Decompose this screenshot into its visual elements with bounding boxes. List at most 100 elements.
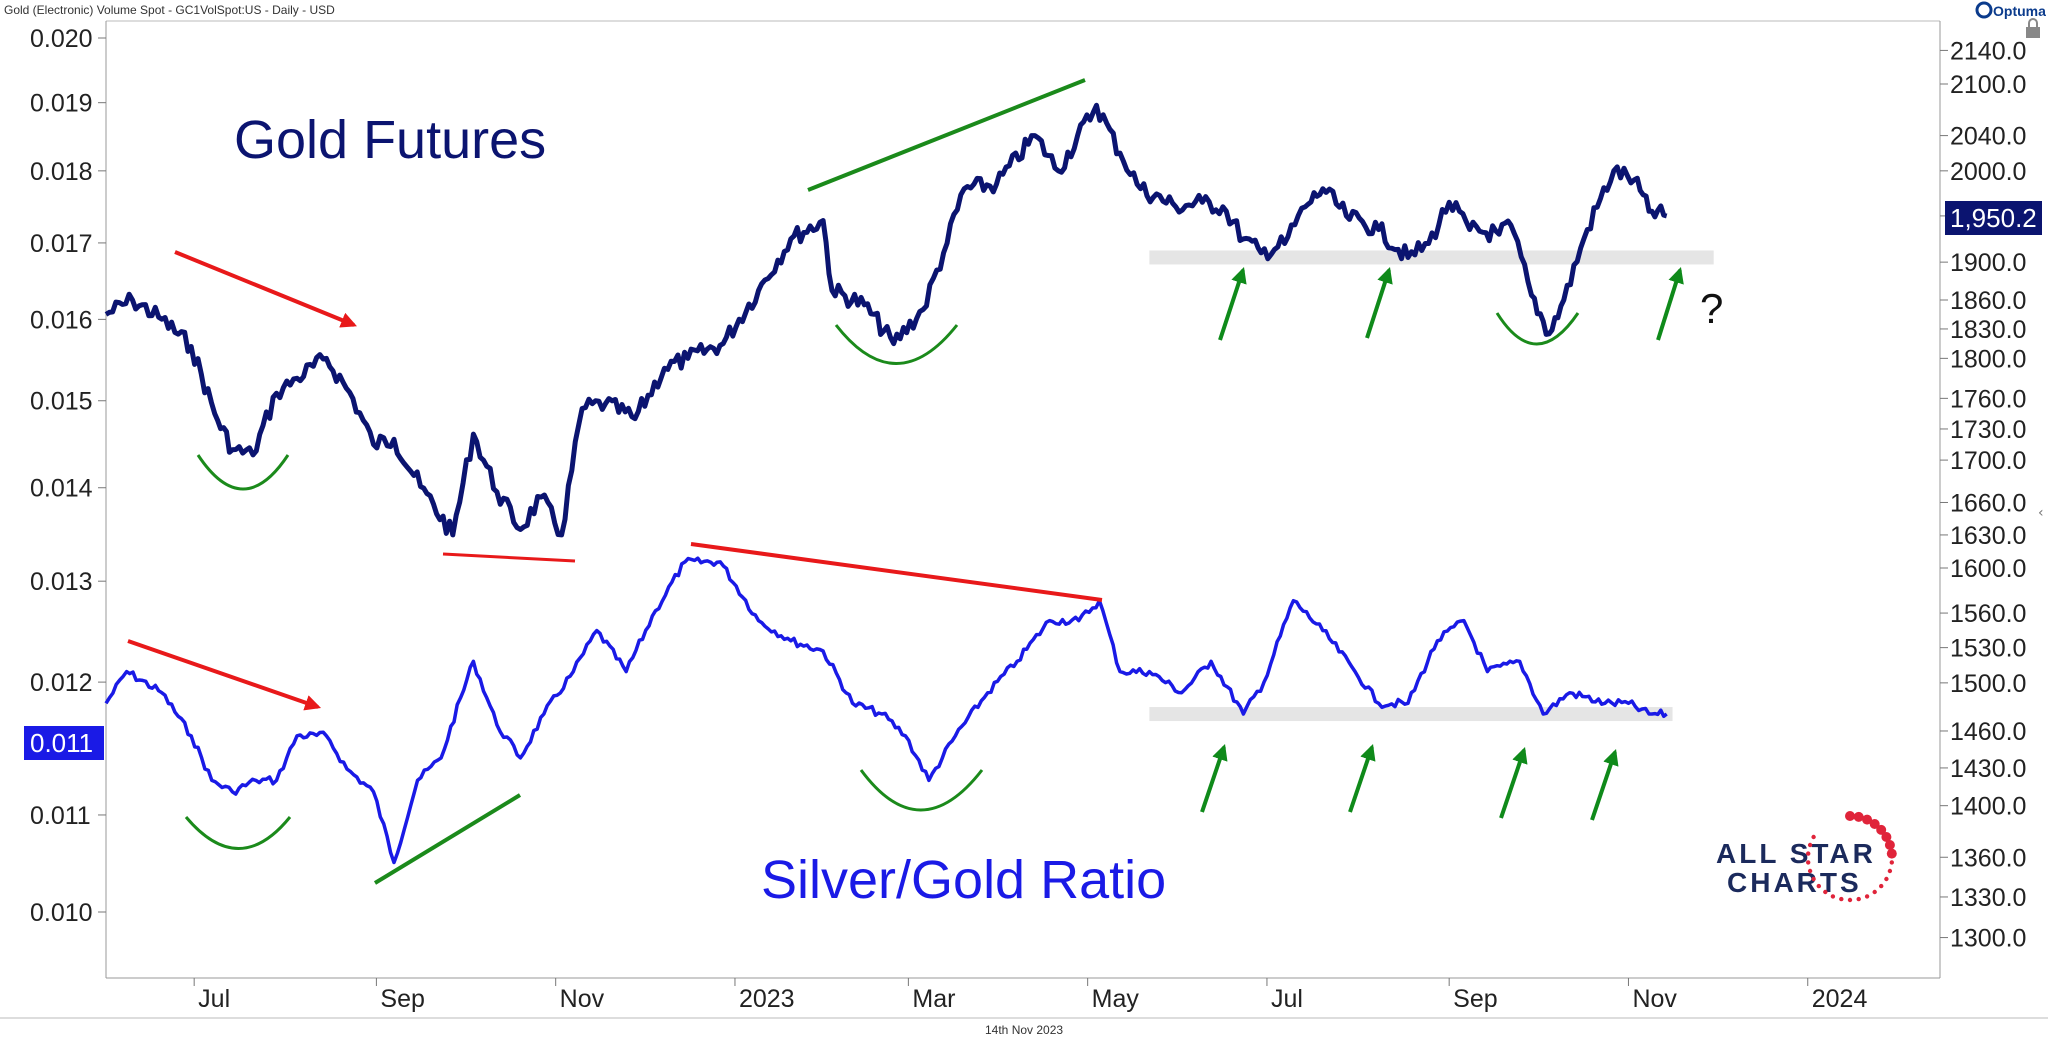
- left-axis-tick-label: 0.016: [30, 306, 93, 334]
- x-axis-tick-label: Sep: [1453, 985, 1497, 1013]
- logo-star-dot: [1807, 868, 1813, 874]
- annotations: [127, 78, 1684, 885]
- right-axis-tick-label: 1330.0: [1950, 884, 2026, 912]
- footer-date: 14th Nov 2023: [985, 1023, 1063, 1037]
- right-axis-tick-label: 1860.0: [1950, 287, 2026, 315]
- logo-star-dot: [1853, 811, 1864, 822]
- right-axis-tick-label: 1900.0: [1950, 249, 2026, 277]
- ratio-up-arrow-2: [1348, 743, 1376, 813]
- gold-futures-series-line: [104, 102, 1668, 538]
- logo-star-dot: [1884, 840, 1895, 850]
- logo-star-dot: [1830, 894, 1836, 899]
- question-mark-label: ?: [1700, 285, 1723, 332]
- gold-up-arrow-2: [1365, 266, 1393, 339]
- gold-bottom-arc-3: [1495, 312, 1580, 346]
- left-axis-tick-label: 0.020: [30, 25, 93, 53]
- right-axis-tick-label: 1830.0: [1950, 316, 2026, 344]
- x-axis: Jul Sep Nov 2023 Mar May Jul Sep Nov 2024: [193, 978, 1868, 1013]
- ratio-up-arrow-4: [1590, 748, 1619, 821]
- all-star-charts-logo: ALL STAR CHARTS: [1716, 811, 1897, 903]
- logo-star-dot: [1879, 883, 1884, 889]
- right-axis-tick-label: 1630.0: [1950, 522, 2026, 550]
- x-axis-tick-label: Mar: [912, 985, 955, 1013]
- x-axis-tick-label: Nov: [1632, 985, 1677, 1013]
- left-axis-tick-label: 0.019: [30, 90, 93, 118]
- logo-star-dot: [1876, 824, 1887, 835]
- logo-star-dot: [1847, 897, 1853, 903]
- gold-down-arrow: [174, 250, 357, 328]
- gold-up-arrow-3: [1656, 266, 1684, 341]
- ratio-up-arrow-1: [1200, 743, 1228, 813]
- logo-star-dot: [1856, 896, 1861, 902]
- optuma-brand-label: Optuma: [1993, 3, 2046, 19]
- right-axis-tick-label: 1460.0: [1950, 718, 2026, 746]
- collapse-arrow-icon[interactable]: ‹: [2038, 505, 2044, 521]
- logo-star-dot: [1807, 842, 1813, 848]
- logo-star-dot: [1862, 814, 1873, 825]
- chart-header-title: Gold (Electronic) Volume Spot - GC1VolSp…: [4, 3, 335, 17]
- series-layer: [104, 102, 1668, 865]
- gold-current-value-text: 1,950.2: [1950, 203, 2037, 233]
- ratio-up-arrow-3: [1499, 746, 1528, 819]
- right-axis-tick-label: 1400.0: [1950, 793, 2026, 821]
- x-axis-tick-label: Nov: [560, 985, 605, 1013]
- logo-star-ring: [1806, 811, 1897, 903]
- logo-star-dot: [1845, 811, 1855, 821]
- gold-up-arrow-1: [1218, 266, 1247, 341]
- right-axis-tick-label: 2140.0: [1950, 37, 2026, 65]
- right-axis-tick-label: 1360.0: [1950, 844, 2026, 872]
- optuma-logo-icon: [1975, 1, 1993, 19]
- x-axis-tick-label: May: [1092, 985, 1140, 1013]
- logo-star-dot: [1881, 832, 1892, 842]
- right-axis-tick-label: 2040.0: [1950, 123, 2026, 151]
- left-axis-tick-label: 0.010: [30, 899, 93, 927]
- support-band: [1149, 707, 1673, 722]
- right-axis-tick-label: 1530.0: [1950, 635, 2026, 663]
- logo-star-dot: [1872, 889, 1877, 895]
- gold-bottom-arc-2: [834, 324, 959, 365]
- silver-gold-ratio-label: Silver/Gold Ratio: [761, 850, 1166, 910]
- optuma-brand: Optuma: [1975, 1, 2046, 19]
- logo-star-dot: [1884, 876, 1889, 882]
- right-axis-tick-label: 1800.0: [1950, 345, 2026, 373]
- left-axis-tick-label: 0.014: [30, 475, 93, 503]
- ratio-bottom-arc-1: [184, 816, 292, 850]
- right-axis-tick-label: 1430.0: [1950, 755, 2026, 783]
- logo-star-dot: [1886, 848, 1897, 859]
- x-axis-tick-label: 2024: [1812, 985, 1868, 1013]
- left-axis-tick-label: 0.017: [30, 230, 93, 258]
- logo-star-dot: [1806, 860, 1811, 865]
- logo-star-dot: [1806, 851, 1811, 856]
- logo-star-dot: [1811, 876, 1816, 882]
- x-axis-tick-label: Jul: [198, 985, 230, 1013]
- gold-low-trendline: [442, 552, 576, 563]
- right-axis-tick-label: 1760.0: [1950, 385, 2026, 413]
- gold-futures-label: Gold Futures: [234, 110, 546, 170]
- logo-line-2: CHARTS: [1727, 867, 1862, 898]
- x-axis-tick-label: Sep: [380, 985, 424, 1013]
- gold-bottom-arc-1: [196, 454, 290, 491]
- support-band: [1149, 250, 1714, 265]
- logo-star-dot: [1889, 860, 1895, 865]
- ratio-current-value-badge: 0.011: [24, 726, 104, 760]
- logo-star-dot: [1887, 868, 1893, 874]
- right-axis-tick-label: 1560.0: [1950, 600, 2026, 628]
- left-axis-tick-label: 0.011: [30, 802, 91, 830]
- right-axis-tick-label: 2000.0: [1950, 158, 2026, 186]
- right-axis: 2140.02100.02040.02000.01950.01900.01860…: [1940, 37, 2026, 953]
- ratio-high-trendline: [690, 542, 1103, 602]
- right-axis-tick-label: 2100.0: [1950, 71, 2026, 99]
- logo-line-1: ALL STAR: [1716, 838, 1876, 869]
- right-axis-tick-label: 1660.0: [1950, 489, 2026, 517]
- logo-star-dot: [1823, 889, 1828, 895]
- ratio-bottom-arc-2: [859, 769, 984, 812]
- logo-star-dot: [1864, 894, 1870, 899]
- left-axis-tick-label: 0.015: [30, 388, 93, 416]
- silver-gold-ratio-series-line: [104, 556, 1668, 865]
- gold-current-value-badge: 1,950.2: [1945, 201, 2042, 235]
- ratio-down-arrow: [127, 639, 322, 711]
- lock-icon[interactable]: [2026, 18, 2040, 38]
- logo-star-dot: [1869, 819, 1880, 829]
- right-axis-tick-label: 1500.0: [1950, 670, 2026, 698]
- left-axis: 0.020 0.019 0.018 0.017 0.016 0.015 0.014 0.013…: [30, 25, 106, 927]
